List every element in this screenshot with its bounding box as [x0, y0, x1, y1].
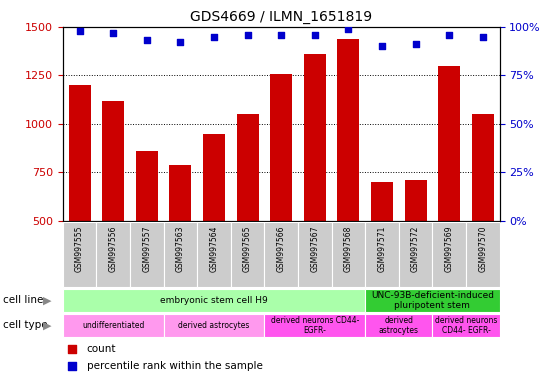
- Text: GSM997569: GSM997569: [444, 225, 454, 272]
- Text: derived neurons CD44-
EGFR-: derived neurons CD44- EGFR-: [271, 316, 359, 335]
- Bar: [365, 289, 500, 312]
- Bar: [203, 134, 225, 318]
- Text: GSM997568: GSM997568: [344, 225, 353, 272]
- Point: [478, 33, 487, 40]
- Text: GSM997556: GSM997556: [109, 225, 118, 272]
- Point: [411, 41, 420, 47]
- Point: [311, 31, 319, 38]
- Bar: [337, 38, 359, 318]
- Bar: [63, 314, 164, 337]
- Point: [67, 346, 76, 352]
- Text: GSM997557: GSM997557: [143, 225, 151, 272]
- Bar: [472, 114, 494, 318]
- Point: [344, 26, 353, 32]
- Bar: [438, 66, 460, 318]
- Text: GSM997566: GSM997566: [277, 225, 286, 272]
- Text: count: count: [87, 344, 116, 354]
- Text: cell line: cell line: [3, 295, 43, 306]
- Title: GDS4669 / ILMN_1651819: GDS4669 / ILMN_1651819: [190, 10, 372, 25]
- Point: [277, 31, 286, 38]
- Bar: [130, 222, 164, 286]
- Text: ▶: ▶: [43, 320, 52, 331]
- Text: embryonic stem cell H9: embryonic stem cell H9: [160, 296, 268, 305]
- Point: [67, 362, 76, 369]
- Bar: [405, 180, 426, 318]
- Bar: [365, 314, 432, 337]
- Bar: [298, 222, 331, 286]
- Bar: [197, 222, 231, 286]
- Bar: [264, 222, 298, 286]
- Bar: [432, 314, 500, 337]
- Bar: [169, 165, 191, 318]
- Point: [75, 28, 84, 34]
- Text: GSM997563: GSM997563: [176, 225, 185, 272]
- Point: [210, 33, 218, 40]
- Bar: [270, 74, 292, 318]
- Text: derived
astrocytes: derived astrocytes: [379, 316, 419, 335]
- Text: GSM997565: GSM997565: [243, 225, 252, 272]
- Bar: [231, 222, 264, 286]
- Point: [243, 31, 252, 38]
- Bar: [102, 101, 124, 318]
- Text: GSM997555: GSM997555: [75, 225, 84, 272]
- Text: GSM997564: GSM997564: [210, 225, 218, 272]
- Bar: [69, 85, 91, 318]
- Bar: [466, 222, 500, 286]
- Bar: [365, 222, 399, 286]
- Bar: [371, 182, 393, 318]
- Point: [143, 37, 151, 43]
- Point: [378, 43, 387, 50]
- Bar: [164, 314, 264, 337]
- Bar: [264, 314, 365, 337]
- Text: UNC-93B-deficient-induced
pluripotent stem: UNC-93B-deficient-induced pluripotent st…: [371, 291, 494, 310]
- Bar: [63, 289, 365, 312]
- Text: GSM997570: GSM997570: [478, 225, 487, 272]
- Text: GSM997571: GSM997571: [377, 225, 387, 272]
- Text: GSM997567: GSM997567: [310, 225, 319, 272]
- Point: [445, 31, 454, 38]
- Text: derived neurons
CD44- EGFR-: derived neurons CD44- EGFR-: [435, 316, 497, 335]
- Text: cell type: cell type: [3, 320, 48, 331]
- Bar: [432, 222, 466, 286]
- Text: percentile rank within the sample: percentile rank within the sample: [87, 361, 263, 371]
- Bar: [331, 222, 365, 286]
- Bar: [63, 222, 97, 286]
- Bar: [304, 54, 326, 318]
- Text: derived astrocytes: derived astrocytes: [179, 321, 250, 330]
- Point: [176, 39, 185, 45]
- Text: ▶: ▶: [43, 295, 52, 306]
- Point: [109, 30, 117, 36]
- Bar: [399, 222, 432, 286]
- Bar: [164, 222, 197, 286]
- Bar: [236, 114, 258, 318]
- Bar: [136, 151, 158, 318]
- Bar: [97, 222, 130, 286]
- Text: undifferentiated: undifferentiated: [82, 321, 144, 330]
- Text: GSM997572: GSM997572: [411, 225, 420, 272]
